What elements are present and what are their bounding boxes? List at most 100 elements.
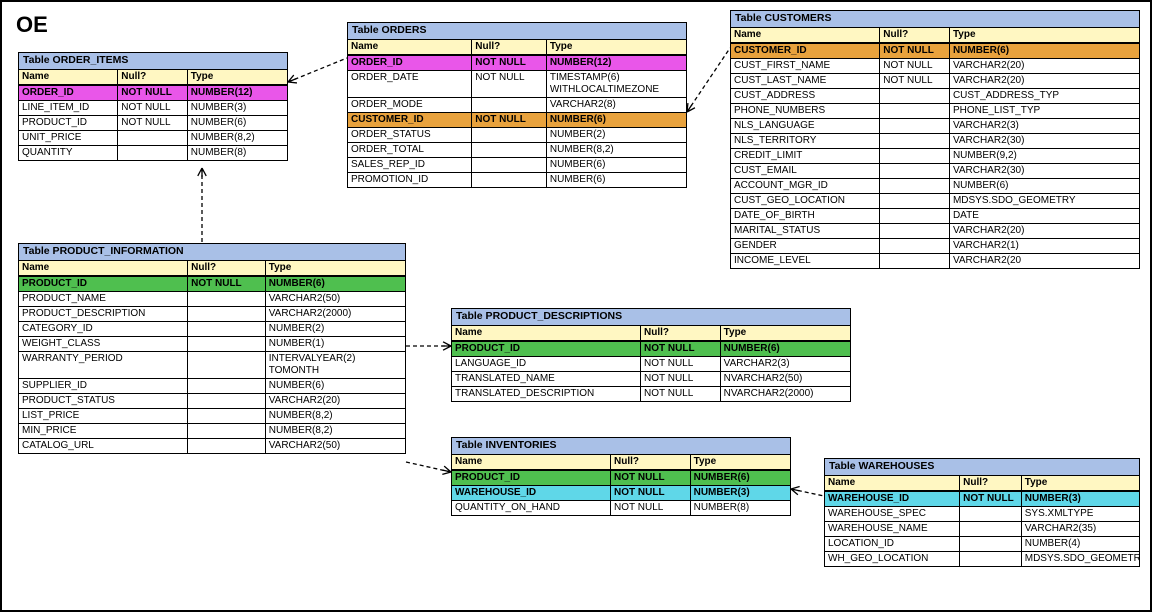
table-row: PROMOTION_IDNUMBER(6) bbox=[348, 172, 686, 187]
col-null bbox=[880, 193, 950, 208]
col-null: NOT NULL bbox=[960, 491, 1022, 506]
table-column-headers: NameNull?Type bbox=[452, 455, 790, 470]
col-name: INCOME_LEVEL bbox=[731, 253, 880, 268]
table-row: TRANSLATED_NAMENOT NULLNVARCHAR2(50) bbox=[452, 371, 850, 386]
col-null bbox=[188, 408, 266, 423]
col-null bbox=[188, 351, 266, 378]
col-type: VARCHAR2(50) bbox=[266, 438, 405, 453]
col-header: Null? bbox=[118, 70, 188, 85]
col-header: Null? bbox=[611, 455, 691, 470]
col-type: NUMBER(6) bbox=[266, 276, 405, 291]
col-null bbox=[472, 172, 547, 187]
col-type: INTERVALYEAR(2)TOMONTH bbox=[266, 351, 405, 378]
col-type: NUMBER(6) bbox=[721, 341, 850, 356]
relationship-line bbox=[288, 58, 347, 82]
table-row: SUPPLIER_IDNUMBER(6) bbox=[19, 378, 405, 393]
col-type: DATE bbox=[950, 208, 1139, 223]
col-type: NUMBER(8) bbox=[691, 500, 790, 515]
col-null bbox=[880, 118, 950, 133]
col-type: VARCHAR2(1) bbox=[950, 238, 1139, 253]
col-null bbox=[880, 223, 950, 238]
col-name: CREDIT_LIMIT bbox=[731, 148, 880, 163]
col-type: VARCHAR2(2000) bbox=[266, 306, 405, 321]
table-column-headers: NameNull?Type bbox=[731, 28, 1139, 43]
col-name: QUANTITY bbox=[19, 145, 118, 160]
col-name: MARITAL_STATUS bbox=[731, 223, 880, 238]
col-null bbox=[880, 238, 950, 253]
table-row: CUSTOMER_IDNOT NULLNUMBER(6) bbox=[348, 112, 686, 127]
col-null: NOT NULL bbox=[880, 73, 950, 88]
col-type: NUMBER(6) bbox=[547, 157, 686, 172]
col-null: NOT NULL bbox=[611, 500, 691, 515]
table-title: Table PRODUCT_INFORMATION bbox=[19, 244, 405, 261]
col-null: NOT NULL bbox=[880, 58, 950, 73]
col-type: VARCHAR2(3) bbox=[950, 118, 1139, 133]
col-name: CUST_LAST_NAME bbox=[731, 73, 880, 88]
table-row: PRODUCT_IDNOT NULLNUMBER(6) bbox=[19, 115, 287, 130]
col-null: NOT NULL bbox=[611, 485, 691, 500]
col-null bbox=[880, 88, 950, 103]
col-null: NOT NULL bbox=[641, 341, 721, 356]
table-row: MIN_PRICENUMBER(8,2) bbox=[19, 423, 405, 438]
col-type: NUMBER(6) bbox=[950, 43, 1139, 58]
col-type: NUMBER(6) bbox=[691, 470, 790, 485]
col-null bbox=[880, 103, 950, 118]
crowfoot-icon bbox=[442, 342, 451, 350]
table-row: WH_GEO_LOCATIONMDSYS.SDO_GEOMETRY bbox=[825, 551, 1139, 566]
col-name: CATALOG_URL bbox=[19, 438, 188, 453]
col-null bbox=[118, 130, 188, 145]
col-name: WARRANTY_PERIOD bbox=[19, 351, 188, 378]
col-header: Type bbox=[950, 28, 1139, 43]
schema-title: OE bbox=[16, 12, 48, 38]
table-row: NLS_TERRITORYVARCHAR2(30) bbox=[731, 133, 1139, 148]
col-type: MDSYS.SDO_GEOMETRY bbox=[1022, 551, 1139, 566]
col-name: WAREHOUSE_NAME bbox=[825, 521, 960, 536]
col-name: WEIGHT_CLASS bbox=[19, 336, 188, 351]
col-name: PRODUCT_NAME bbox=[19, 291, 188, 306]
col-header: Name bbox=[19, 261, 188, 276]
col-null bbox=[188, 438, 266, 453]
col-name: NLS_TERRITORY bbox=[731, 133, 880, 148]
table-row: QUANTITY_ON_HANDNOT NULLNUMBER(8) bbox=[452, 500, 790, 515]
col-type: VARCHAR2(3) bbox=[721, 356, 850, 371]
table-row: CUSTOMER_IDNOT NULLNUMBER(6) bbox=[731, 43, 1139, 58]
col-null bbox=[188, 378, 266, 393]
col-type: NUMBER(3) bbox=[691, 485, 790, 500]
col-type: NUMBER(12) bbox=[547, 55, 686, 70]
col-null bbox=[880, 163, 950, 178]
col-null bbox=[880, 208, 950, 223]
col-name: PRODUCT_ID bbox=[452, 341, 641, 356]
table-row: ORDER_IDNOT NULLNUMBER(12) bbox=[19, 85, 287, 100]
table-row: PRODUCT_STATUSVARCHAR2(20) bbox=[19, 393, 405, 408]
col-name: DATE_OF_BIRTH bbox=[731, 208, 880, 223]
col-null bbox=[472, 97, 547, 112]
col-name: CUST_GEO_LOCATION bbox=[731, 193, 880, 208]
table-title: Table PRODUCT_DESCRIPTIONS bbox=[452, 309, 850, 326]
col-header: Name bbox=[825, 476, 960, 491]
col-name: PROMOTION_ID bbox=[348, 172, 472, 187]
crowfoot-icon bbox=[791, 487, 800, 495]
col-null: NOT NULL bbox=[880, 43, 950, 58]
table-column-headers: NameNull?Type bbox=[19, 261, 405, 276]
col-type: MDSYS.SDO_GEOMETRY bbox=[950, 193, 1139, 208]
table-orders: Table ORDERSNameNull?TypeORDER_IDNOT NUL… bbox=[347, 22, 687, 188]
col-header: Name bbox=[452, 326, 641, 341]
crowfoot-icon bbox=[687, 103, 695, 112]
col-type: VARCHAR2(20 bbox=[950, 253, 1139, 268]
col-name: ORDER_STATUS bbox=[348, 127, 472, 142]
col-name: PRODUCT_ID bbox=[19, 115, 118, 130]
col-name: LANGUAGE_ID bbox=[452, 356, 641, 371]
col-type: VARCHAR2(20) bbox=[950, 223, 1139, 238]
table-row: ORDER_TOTALNUMBER(8,2) bbox=[348, 142, 686, 157]
col-name: TRANSLATED_DESCRIPTION bbox=[452, 386, 641, 401]
table-row: WAREHOUSE_IDNOT NULLNUMBER(3) bbox=[452, 485, 790, 500]
table-row: LIST_PRICENUMBER(8,2) bbox=[19, 408, 405, 423]
table-row: CUST_ADDRESSCUST_ADDRESS_TYP bbox=[731, 88, 1139, 103]
col-null: NOT NULL bbox=[472, 112, 547, 127]
col-type: NUMBER(12) bbox=[188, 85, 287, 100]
table-row: PRODUCT_IDNOT NULLNUMBER(6) bbox=[452, 341, 850, 356]
col-null: NOT NULL bbox=[641, 386, 721, 401]
col-null bbox=[188, 336, 266, 351]
col-header: Name bbox=[19, 70, 118, 85]
col-type: VARCHAR2(20) bbox=[950, 73, 1139, 88]
